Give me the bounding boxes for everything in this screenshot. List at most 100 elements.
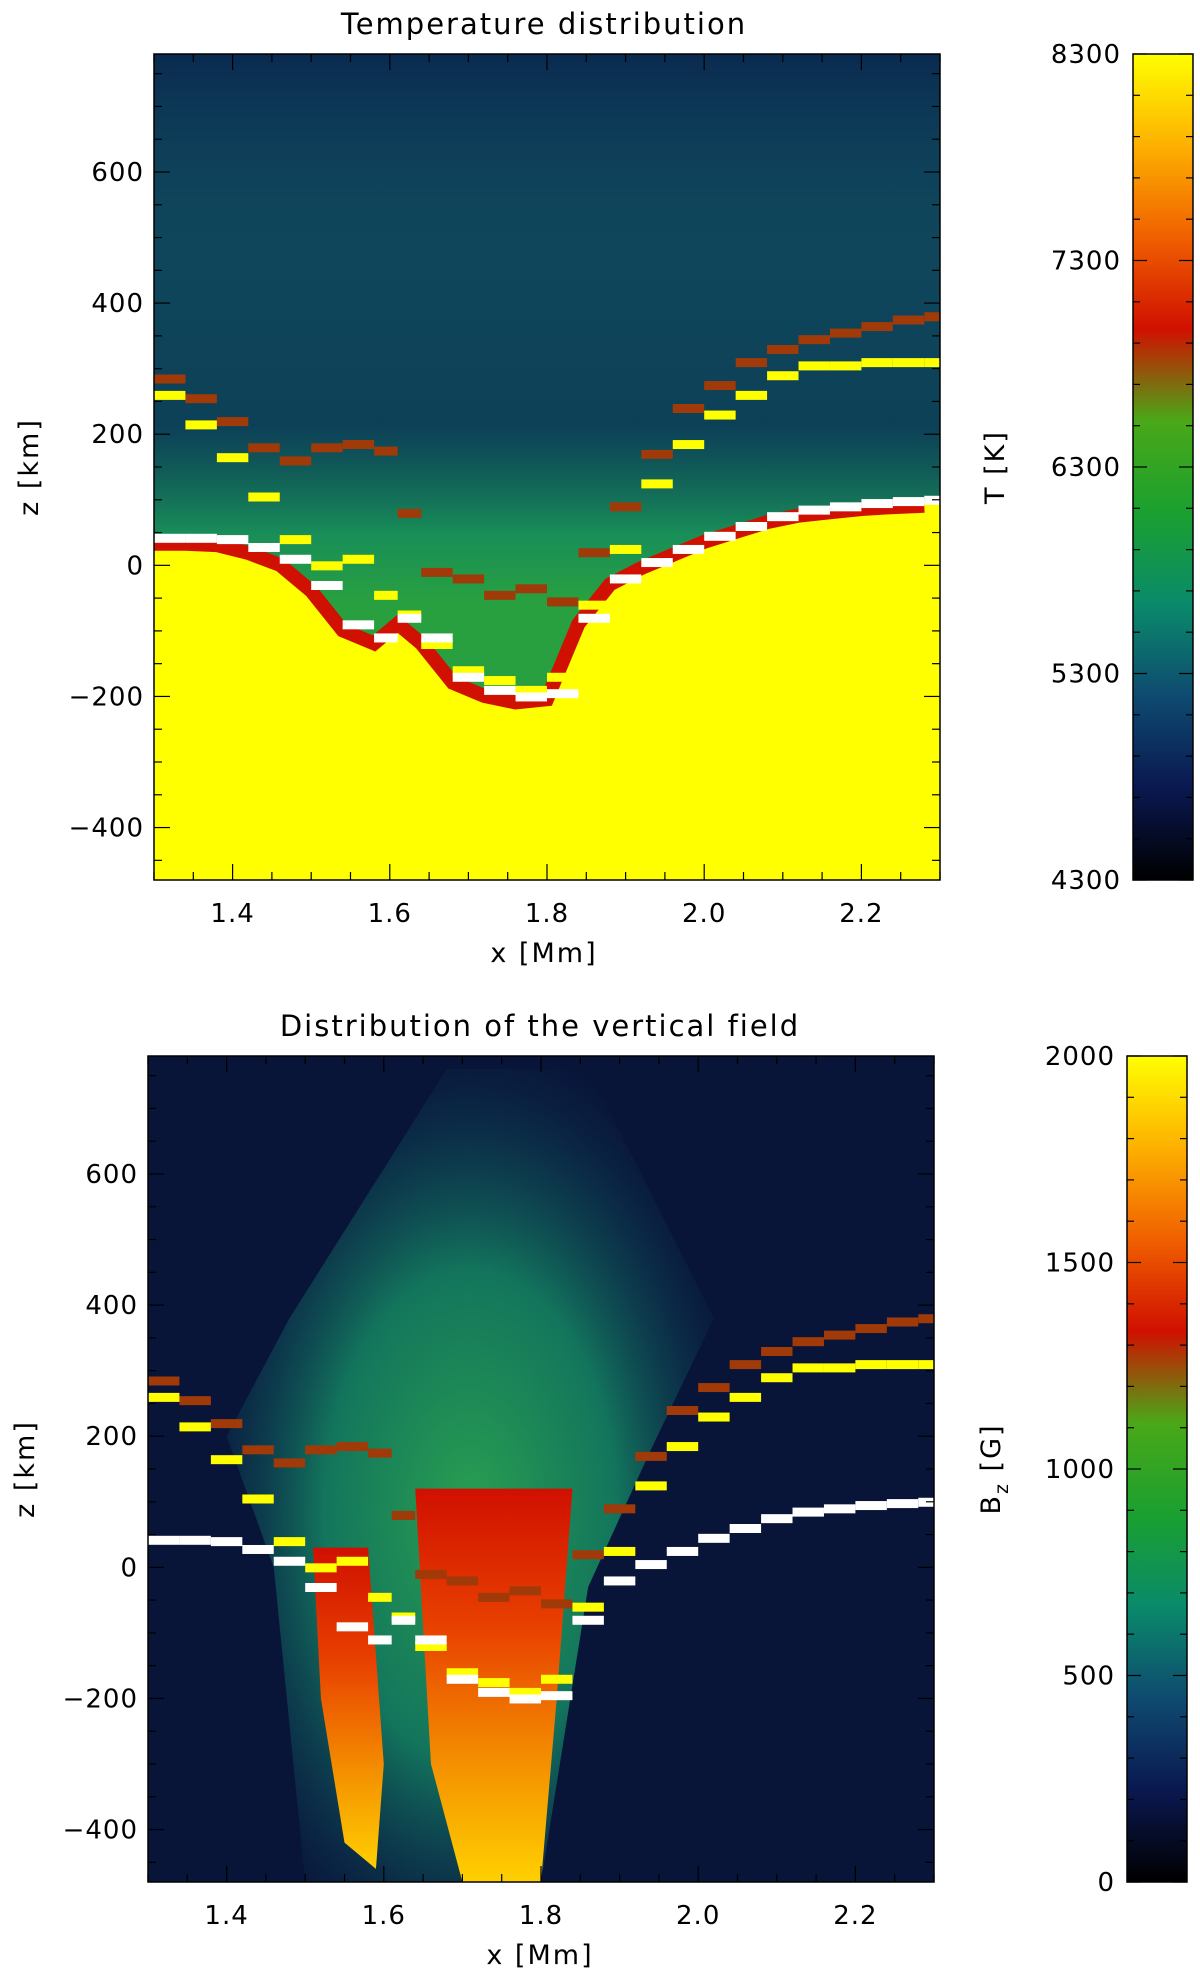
temperature-axes: 1.4 1.6 1.8 2.0 2.2 −400 −200 0 200 400 600 [69, 53, 941, 929]
brown-line-segment [729, 1360, 762, 1370]
colorbar-tick-label: 1000 [1045, 1455, 1115, 1485]
yellow-line-segment [336, 1556, 369, 1566]
x-tick-label: 1.6 [368, 899, 412, 929]
brown-line-segment [792, 1337, 824, 1347]
colorbar-tick-label: 4300 [1051, 866, 1121, 896]
brown-line-segment [336, 1442, 369, 1452]
field-heatmap [148, 1056, 934, 1882]
brown-line-segment [892, 315, 925, 325]
yellow-line-segment [368, 1592, 392, 1602]
field-xlabel: x [Mm] [486, 1940, 593, 1971]
temperature-ylabel: z [km] [14, 418, 45, 516]
brown-line-segment [311, 443, 343, 453]
yellow-line-segment [342, 554, 375, 564]
y-tick-label: −200 [69, 682, 144, 712]
brown-line-segment [735, 358, 768, 368]
brown-line-segment [609, 502, 642, 512]
yellow-line-segment [892, 358, 925, 368]
white-line-segment [273, 1556, 306, 1566]
white-line-segment [478, 1687, 510, 1697]
yellow-line-segment [484, 676, 516, 686]
field-overlays [148, 1314, 934, 1704]
white-line-segment [305, 1583, 337, 1592]
yellow-line-segment [210, 1455, 243, 1465]
white-line-segment [547, 689, 579, 699]
brown-line-segment [767, 345, 799, 354]
field-colorbar-label-unit: [G] [976, 1423, 1007, 1482]
colorbar-tick-label: 0 [1097, 1868, 1115, 1898]
brown-line-segment [761, 1347, 793, 1356]
brown-line-segment [666, 1406, 699, 1415]
white-line-segment [666, 1546, 699, 1556]
white-line-segment [374, 633, 398, 643]
temperature-panel: Temperature distribution 1.4 1.6 1.8 2.0 2.2… [14, 7, 1194, 969]
colorbar-tick-label: 6300 [1051, 453, 1121, 483]
brown-line-segment [342, 440, 375, 450]
yellow-line-segment [861, 358, 893, 368]
yellow-line-segment [515, 685, 547, 695]
yellow-line-segment [635, 1481, 667, 1491]
y-tick-label: 0 [120, 1553, 138, 1583]
brown-line-segment [374, 446, 398, 456]
brown-line-segment [798, 335, 830, 345]
field-colorbar-label: Bz [G] [976, 1423, 1013, 1514]
brown-line-segment [368, 1448, 392, 1458]
colorbar-tick-label: 1500 [1045, 1249, 1115, 1279]
temperature-hot-region [154, 499, 940, 880]
white-line-segment [148, 1535, 180, 1545]
white-line-segment [452, 672, 485, 682]
white-line-segment [698, 1533, 730, 1543]
yellow-line-segment [279, 535, 312, 545]
field-panel: Distribution of the vertical field 1.4 1.… [10, 1009, 1188, 1971]
y-tick-label: 200 [85, 1422, 138, 1452]
white-line-segment [397, 613, 422, 623]
white-line-segment [446, 1674, 479, 1684]
white-line-segment [635, 1560, 667, 1570]
white-line-segment [603, 1576, 636, 1586]
brown-line-segment [829, 328, 862, 338]
white-line-segment [415, 1635, 447, 1645]
brown-line-segment [179, 1396, 211, 1406]
white-line-segment [509, 1694, 541, 1704]
brown-line-segment [918, 1314, 934, 1324]
white-line-segment [179, 1535, 211, 1545]
yellow-line-segment [886, 1360, 919, 1370]
brown-line-segment [185, 394, 217, 404]
y-tick-label: 200 [91, 420, 144, 450]
field-title: Distribution of the vertical field [280, 1009, 800, 1043]
yellow-line-segment [918, 1360, 934, 1370]
white-line-segment [704, 531, 736, 541]
brown-line-segment [279, 456, 312, 466]
brown-line-segment [478, 1592, 510, 1602]
x-tick-label: 1.8 [525, 899, 569, 929]
yellow-line-segment [729, 1392, 762, 1402]
white-line-segment [216, 535, 249, 545]
x-tick-label: 1.4 [204, 1901, 248, 1931]
white-line-segment [767, 512, 799, 522]
white-line-segment [368, 1635, 392, 1645]
white-line-segment [578, 613, 610, 623]
white-line-segment [729, 1524, 762, 1533]
temperature-heatmap [154, 54, 940, 880]
brown-line-segment [515, 584, 547, 594]
brown-line-segment [861, 322, 893, 332]
yellow-line-segment [305, 1563, 337, 1573]
y-tick-label: −400 [69, 814, 144, 844]
yellow-line-segment [154, 390, 186, 400]
temperature-xlabel: x [Mm] [490, 938, 597, 969]
field-axes: 1.4 1.6 1.8 2.0 2.2 −400 −200 0 200 400 600 [63, 1055, 935, 1931]
white-line-segment [515, 692, 547, 702]
brown-line-segment [305, 1445, 337, 1455]
brown-line-segment [635, 1451, 667, 1461]
white-line-segment [829, 502, 862, 512]
y-tick-label: 400 [91, 289, 144, 319]
yellow-line-segment [509, 1687, 541, 1697]
yellow-line-segment [609, 544, 642, 554]
temperature-colorbar: 4300 5300 6300 7300 8300 [1051, 40, 1194, 896]
white-line-segment [892, 497, 925, 507]
white-line-segment [311, 581, 343, 590]
brown-line-segment [248, 443, 280, 453]
brown-line-segment [484, 590, 516, 600]
white-line-segment [672, 544, 705, 554]
yellow-line-segment [698, 1412, 730, 1422]
